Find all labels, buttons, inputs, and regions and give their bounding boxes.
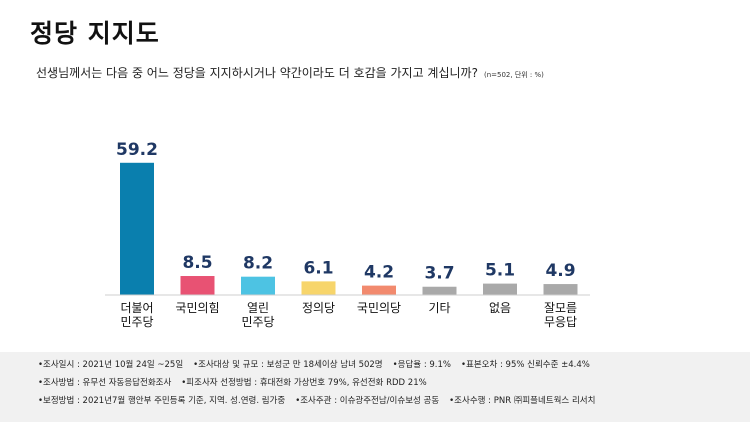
footer-item: •조사주관 : 이슈광주전남/이슈보성 공동 xyxy=(295,396,440,406)
bar-5 xyxy=(422,286,457,295)
footer-item: •응답율 : 9.1% xyxy=(392,360,451,370)
bar-7 xyxy=(543,284,578,295)
category-label-6: 없음 xyxy=(489,301,511,315)
value-label-0: 59.2 xyxy=(116,140,158,160)
footer-item: •조사대상 및 규모 : 보성군 만 18세이상 남녀 502명 xyxy=(193,360,383,370)
category-label-0: 더불어 민주당 xyxy=(120,301,153,329)
footer-item: •표본오차 : 95% 신뢰수준 ±4.4% xyxy=(460,360,590,370)
category-label-1: 국민의힘 xyxy=(175,301,219,315)
value-label-4: 4.2 xyxy=(364,263,394,283)
survey-info-footer: •조사일시 : 2021년 10월 24일 ~25일 •조사대상 및 규모 : 보… xyxy=(0,352,750,422)
footer-line-1: •조사일시 : 2021년 10월 24일 ~25일 •조사대상 및 규모 : 보… xyxy=(38,358,600,370)
value-label-3: 6.1 xyxy=(303,258,333,278)
category-label-3: 정의당 xyxy=(302,301,335,315)
footer-item: •조사수행 : PNR ㈜피플네트웍스 리서치 xyxy=(449,396,596,406)
bar-6 xyxy=(483,283,517,295)
category-label-4: 국민의당 xyxy=(357,301,401,315)
value-label-group: 59.2 8.5 8.2 6.1 4.2 3.7 5.1 4.9 xyxy=(116,140,576,284)
bar-2 xyxy=(241,276,275,295)
category-label-2: 열린 민주당 xyxy=(241,301,274,329)
footer-line-3: •보정방법 : 2021년7월 행안부 주민등록 기준, 지역. 성.연령. 림… xyxy=(38,394,605,406)
footer-item: •조사일시 : 2021년 10월 24일 ~25일 xyxy=(38,360,184,370)
category-label-7: 잘모름 무응답 xyxy=(544,301,577,329)
category-label-5: 기타 xyxy=(428,301,450,315)
survey-question: 선생님께서는 다음 중 어느 정당을 지지하시거나 약간이라도 더 호감을 가지… xyxy=(36,64,544,81)
bar-0 xyxy=(120,162,154,295)
bar-3 xyxy=(301,281,336,295)
bar-4 xyxy=(362,285,396,295)
value-label-2: 8.2 xyxy=(243,254,273,274)
footer-item: •보정방법 : 2021년7월 행안부 주민등록 기준, 지역. 성.연령. 림… xyxy=(38,396,286,406)
value-label-1: 8.5 xyxy=(182,253,212,273)
bar-group xyxy=(120,162,578,295)
footer-item: •조사방법 : 유무선 자동응답전화조사 xyxy=(38,378,172,388)
sample-note: (n=502, 단위 : %) xyxy=(483,71,544,79)
footer-item: •피조사자 선정방법 : 휴대전화 가상번호 79%, 유선전화 RDD 21% xyxy=(181,378,427,388)
category-label-group: 더불어 민주당 국민의힘 열린 민주당 정의당 국민의당 기타 없음 잘모름 무응답 xyxy=(120,301,577,329)
party-support-bar-chart: 59.2 8.5 8.2 6.1 4.2 3.7 5.1 4.9 더불어 민주당 국민의힘 열린 민주… xyxy=(105,140,590,329)
value-label-5: 3.7 xyxy=(424,264,454,284)
footer-line-2: •조사방법 : 유무선 자동응답전화조사 •피조사자 선정방법 : 휴대전화 가상… xyxy=(38,376,437,388)
question-text: 선생님께서는 다음 중 어느 정당을 지지하시거나 약간이라도 더 호감을 가지… xyxy=(36,66,478,80)
bar-1 xyxy=(180,276,215,295)
value-label-7: 4.9 xyxy=(545,261,575,281)
page-title: 정당 지지도 xyxy=(30,19,160,48)
value-label-6: 5.1 xyxy=(485,261,515,281)
